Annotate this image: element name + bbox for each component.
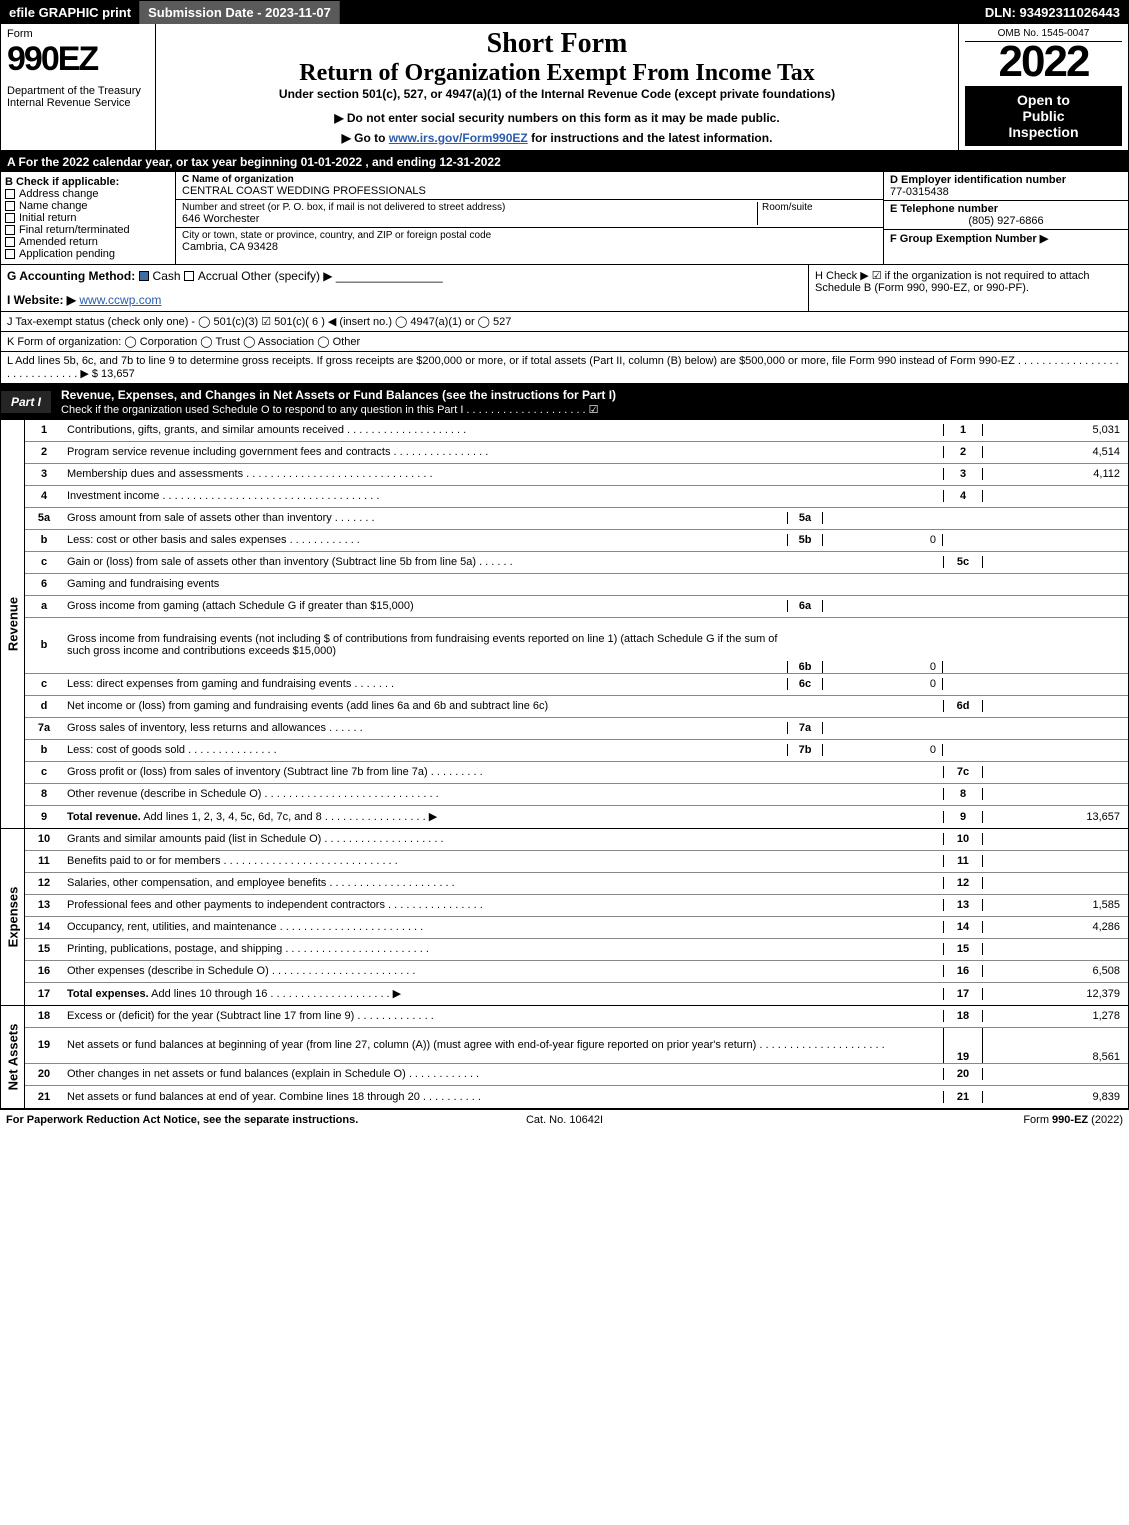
line-18-val: 1,278	[983, 1010, 1128, 1022]
chk-final-return[interactable]	[5, 225, 15, 235]
paperwork-notice: For Paperwork Reduction Act Notice, see …	[6, 1114, 378, 1126]
line-2-val: 4,514	[983, 446, 1128, 458]
ssn-warning: ▶ Do not enter social security numbers o…	[162, 111, 952, 125]
line-9-val: 13,657	[983, 811, 1128, 823]
title-short-form: Short Form	[162, 28, 952, 60]
line-17-val: 12,379	[983, 988, 1128, 1000]
section-gh: G Accounting Method: Cash Accrual Other …	[1, 265, 1128, 312]
title-main: Return of Organization Exempt From Incom…	[162, 60, 952, 87]
dln: DLN: 93492311026443	[977, 1, 1128, 24]
chk-address-change[interactable]	[5, 189, 15, 199]
line-14-val: 4,286	[983, 921, 1128, 933]
under-section: Under section 501(c), 527, or 4947(a)(1)…	[162, 87, 952, 101]
line-5b-val: 0	[823, 534, 943, 546]
section-a: A For the 2022 calendar year, or tax yea…	[1, 152, 1128, 172]
section-def: D Employer identification number 77-0315…	[883, 172, 1128, 264]
chk-amended-return[interactable]	[5, 237, 15, 247]
form-ref: Form 990-EZ (2022)	[751, 1114, 1123, 1126]
expenses-table: Expenses 10Grants and similar amounts pa…	[1, 829, 1128, 1006]
chk-accrual[interactable]	[184, 271, 194, 281]
tax-year: 2022	[965, 42, 1122, 82]
part-i-header: Part I Revenue, Expenses, and Changes in…	[1, 384, 1128, 420]
goto-link: ▶ Go to www.irs.gov/Form990EZ for instru…	[162, 131, 952, 145]
dept-treasury: Department of the Treasury	[7, 85, 149, 97]
line-19-val: 8,561	[983, 1051, 1128, 1063]
group-exemption: F Group Exemption Number ▶	[890, 232, 1122, 245]
street: 646 Worchester	[182, 213, 757, 225]
line-16-val: 6,508	[983, 965, 1128, 977]
section-h: H Check ▶ ☑ if the organization is not r…	[808, 265, 1128, 311]
telephone: (805) 927-6866	[890, 215, 1122, 227]
line-6b-val: 0	[823, 661, 943, 673]
section-l: L Add lines 5b, 6c, and 7b to line 9 to …	[1, 352, 1128, 384]
footer: For Paperwork Reduction Act Notice, see …	[0, 1110, 1129, 1130]
side-expenses: Expenses	[1, 829, 25, 1005]
line-21-val: 9,839	[983, 1091, 1128, 1103]
form-990ez: efile GRAPHIC print Submission Date - 20…	[0, 0, 1129, 1110]
cat-no: Cat. No. 10642I	[378, 1114, 750, 1126]
net-assets-table: Net Assets 18Excess or (deficit) for the…	[1, 1006, 1128, 1109]
line-3-val: 4,112	[983, 468, 1128, 480]
revenue-table: Revenue 1Contributions, gifts, grants, a…	[1, 420, 1128, 829]
gross-receipts: 13,657	[101, 368, 135, 380]
line-6c-val: 0	[823, 678, 943, 690]
side-revenue: Revenue	[1, 420, 25, 828]
efile-print[interactable]: efile GRAPHIC print	[1, 1, 140, 24]
form-word: Form	[7, 28, 149, 40]
form-header: Form 990EZ Department of the Treasury In…	[1, 24, 1128, 152]
chk-initial-return[interactable]	[5, 213, 15, 223]
website-link[interactable]: www.ccwp.com	[79, 293, 161, 307]
city-state-zip: Cambria, CA 93428	[182, 241, 877, 253]
section-k: K Form of organization: ◯ Corporation ◯ …	[1, 332, 1128, 352]
line-7b-val: 0	[823, 744, 943, 756]
line-1-val: 5,031	[983, 424, 1128, 436]
chk-cash[interactable]	[139, 271, 149, 281]
ein: 77-0315438	[890, 186, 1122, 198]
irs: Internal Revenue Service	[7, 97, 149, 109]
open-to-public: Open to Public Inspection	[965, 86, 1122, 146]
line-13-val: 1,585	[983, 899, 1128, 911]
chk-name-change[interactable]	[5, 201, 15, 211]
form-number: 990EZ	[7, 40, 149, 79]
section-b: B Check if applicable: Address change Na…	[1, 172, 176, 264]
side-net-assets: Net Assets	[1, 1006, 25, 1108]
top-bar: efile GRAPHIC print Submission Date - 20…	[1, 1, 1128, 24]
section-c: C Name of organization CENTRAL COAST WED…	[176, 172, 883, 264]
chk-application-pending[interactable]	[5, 249, 15, 259]
org-name: CENTRAL COAST WEDDING PROFESSIONALS	[182, 185, 877, 197]
submission-date: Submission Date - 2023-11-07	[140, 1, 340, 24]
section-bcde: B Check if applicable: Address change Na…	[1, 172, 1128, 265]
irs-url[interactable]: www.irs.gov/Form990EZ	[389, 131, 528, 145]
section-j: J Tax-exempt status (check only one) - ◯…	[1, 312, 1128, 332]
